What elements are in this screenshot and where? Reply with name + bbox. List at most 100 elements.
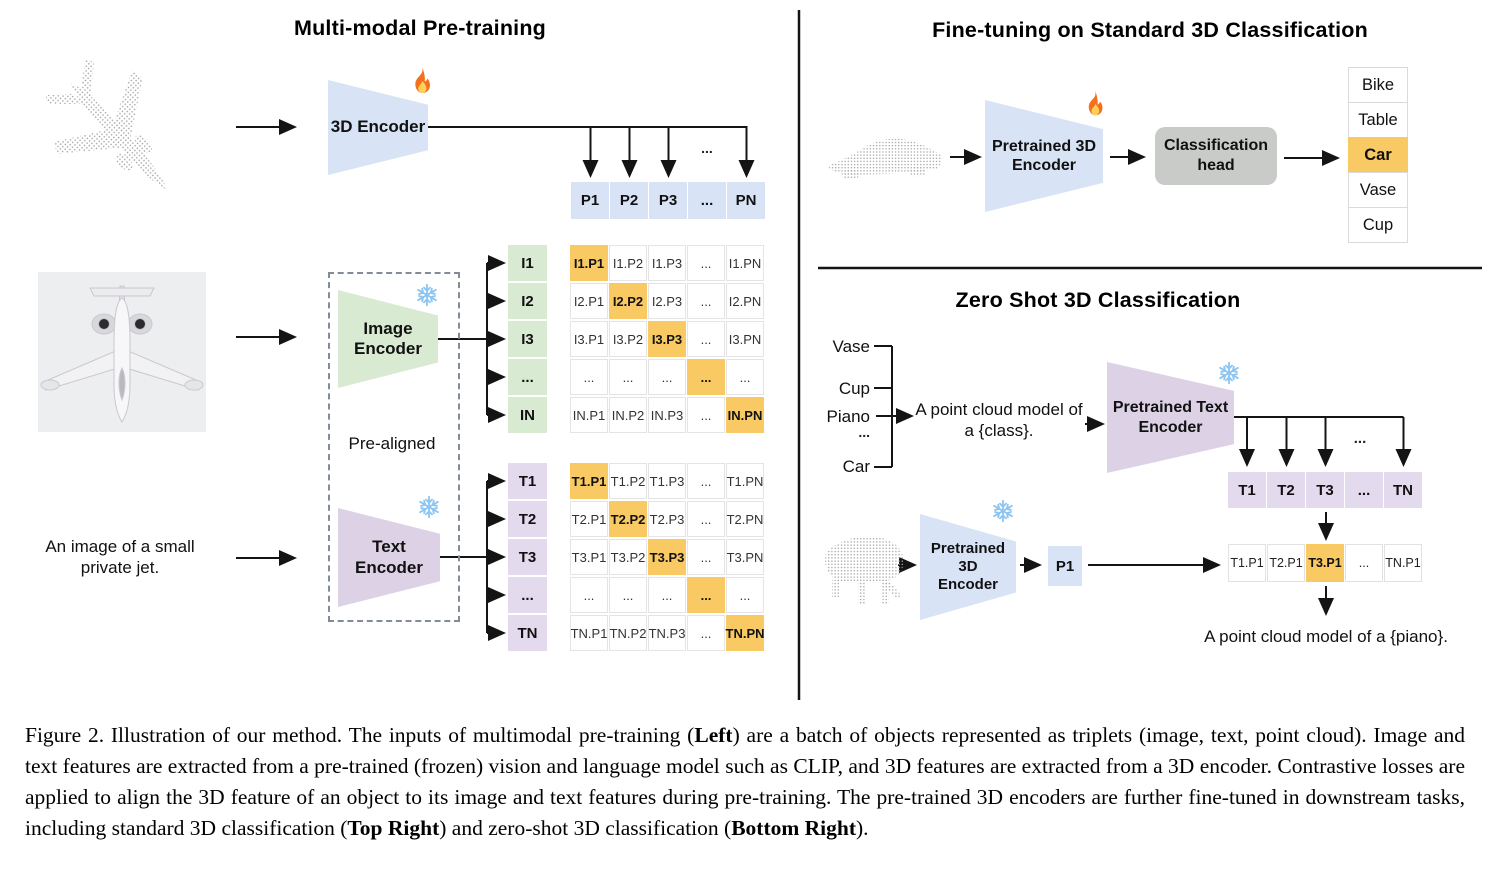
matrix-cell: T1.PN (726, 463, 764, 499)
matrix-cell: ... (570, 577, 608, 613)
text-feature-cell: T2 (508, 501, 547, 537)
matrix-cell: ... (687, 397, 725, 433)
matrix-cell: I3.PN (726, 321, 764, 357)
text-embedding-cell: T3 (1306, 472, 1344, 508)
matrix-cell: ... (687, 501, 725, 537)
matrix-cell: ... (648, 577, 686, 613)
classification-head: Classification head (1155, 127, 1277, 185)
car-point-cloud (827, 138, 943, 180)
zeroshot-result-text: A point cloud model of a {piano}. (1204, 627, 1448, 646)
text-encoder-label-line1: Text (372, 537, 406, 557)
pretrained-3d-encoder-zs-label-line1: Pretrained 3D (930, 540, 1006, 575)
matrix-cell: I1.P3 (648, 245, 686, 281)
similarity-row: T1.P1 T2.P1 T3.P1... TN.P1 (1228, 544, 1422, 582)
text-embedding-cell: T2 (1267, 472, 1305, 508)
matrix-cell: I3.P3 (648, 321, 686, 357)
class-option: Table (1348, 102, 1408, 138)
matrix-cell: ... (687, 539, 725, 575)
caption-segment: ) are a batch of objects represented as … (25, 723, 1466, 840)
p-feature-row: P1 P2 P3... PN (571, 182, 765, 219)
matrix-cell: ... (570, 359, 608, 395)
matrix-cell: TN.PN (726, 615, 765, 651)
matrix-cell: IN.P2 (609, 397, 647, 433)
image-feature-cell: I3 (508, 321, 547, 357)
figure-caption: Figure 2. Illustration of our method. Th… (25, 720, 1465, 844)
matrix-cell: T1.P3 (648, 463, 686, 499)
similarity-cell: T1.P1 (1228, 544, 1266, 582)
pre-aligned-label: Pre-aligned (348, 434, 436, 453)
similarity-cell: ... (1345, 544, 1383, 582)
matrix-cell: I1.PN (726, 245, 764, 281)
matrix-cell: I2.PN (726, 283, 764, 319)
zeroshot-class-ellipsis: ... (858, 424, 870, 440)
text-input-caption: An image of a small private jet. (45, 537, 195, 578)
caption-bold-segment: Left (694, 723, 733, 747)
p-row-ellipsis: ... (701, 140, 713, 156)
snowflake-icon (417, 283, 437, 307)
prompt-text: A point cloud model of a {class}. (915, 399, 1083, 442)
zeroshot-class-car: Car (842, 457, 870, 476)
class-option: Cup (1348, 207, 1408, 243)
text-feature-labels: T1 T2 T3... TN (508, 463, 547, 651)
matrix-cell: IN.PN (726, 397, 764, 433)
zeroshot-class-cup: Cup (838, 379, 870, 398)
p-feature-cell: P1 (571, 182, 609, 219)
matrix-cell: I2.P3 (648, 283, 686, 319)
class-option: Bike (1348, 67, 1408, 103)
matrix-cell: ... (726, 577, 764, 613)
matrix-cell: T2.P1 (570, 501, 608, 537)
image-encoder-label-line2: Encoder (353, 339, 423, 358)
text-embedding-cell: TN (1384, 472, 1422, 508)
airplane-point-cloud (45, 58, 168, 190)
finetune-section-title: Fine-tuning on Standard 3D Classificatio… (932, 18, 1368, 42)
p-feature-cell: P2 (610, 182, 648, 219)
matrix-cell: TN.P3 (648, 615, 686, 651)
matrix-cell: T3.P1 (570, 539, 608, 575)
similarity-cell: T2.P1 (1267, 544, 1305, 582)
p-feature-cell: PN (727, 182, 765, 219)
caption-segment: ). (856, 816, 869, 840)
snowflake-icon (993, 499, 1013, 523)
classification-output-list: Bike Table Car Vase Cup (1348, 67, 1408, 243)
prompt-line1: A point cloud model of (915, 400, 1083, 419)
image-feature-cell: ... (508, 359, 547, 395)
zeroshot-class-vase: Vase (832, 337, 871, 356)
matrix-cell: T2.P3 (648, 501, 686, 537)
similarity-cell: TN.P1 (1384, 544, 1422, 582)
encoder-3d-label: 3D Encoder (330, 117, 426, 137)
pretrained-3d-encoder-label-line1: Pretrained 3D (991, 137, 1097, 155)
matrix-cell: IN.P1 (570, 397, 608, 433)
matrix-cell: ... (726, 359, 764, 395)
p-feature-cell: ... (688, 182, 726, 219)
fire-icon (415, 67, 430, 93)
classification-head-label-line1: Classification (1163, 137, 1269, 154)
text-point-matrix: T1.P1 T1.P2 T1.P3... T1.PN T2.P1 T2.P2 T2.P3..… (570, 463, 765, 651)
matrix-cell: I1.P2 (609, 245, 647, 281)
matrix-cell: ... (687, 463, 725, 499)
matrix-cell: T1.P2 (609, 463, 647, 499)
zeroshot-section-title: Zero Shot 3D Classification (955, 288, 1241, 312)
text-embedding-cell: T1 (1228, 472, 1266, 508)
pretrained-3d-encoder-label-line2: Encoder (1011, 157, 1076, 174)
jet-photo (38, 272, 206, 432)
image-feature-cell: IN (508, 397, 547, 433)
matrix-cell: ... (687, 283, 725, 319)
matrix-cell: ... (687, 615, 725, 651)
text-feature-cell: ... (508, 577, 547, 613)
p1-embedding-cell: P1 (1048, 546, 1082, 586)
classification-head-label-line2: head (1197, 157, 1235, 174)
class-option: Car (1348, 137, 1408, 173)
text-feature-cell: T3 (508, 539, 547, 575)
matrix-cell: ... (687, 359, 725, 395)
fire-icon (1088, 90, 1103, 116)
snowflake-icon (419, 495, 439, 519)
pretrained-text-encoder: Pretrained Text Encoder (1107, 362, 1234, 473)
pre-aligned-box (328, 272, 460, 622)
piano-point-cloud (825, 536, 904, 605)
caption-bold-segment: Bottom Right (731, 816, 857, 840)
pretrained-3d-encoder-zs-label-line2: Encoder (937, 576, 998, 593)
matrix-cell: ... (687, 245, 725, 281)
image-feature-cell: I2 (508, 283, 547, 319)
p-feature-cell: P3 (649, 182, 687, 219)
